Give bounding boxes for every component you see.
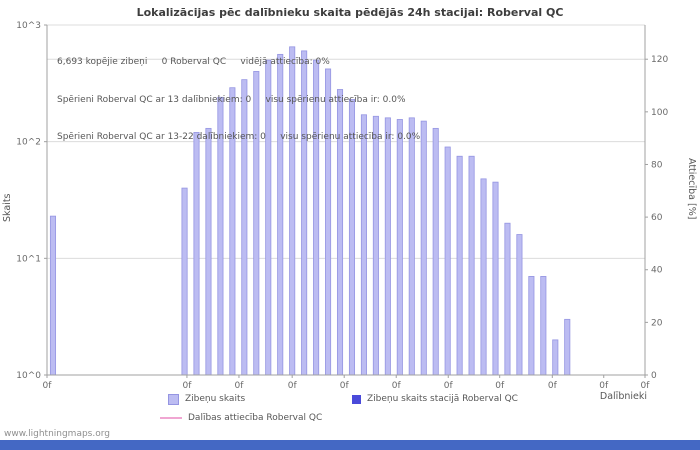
left-tick-label: 10^0: [16, 371, 41, 381]
histogram-bar: [540, 276, 547, 376]
x-tick-label: 0f: [288, 381, 298, 391]
x-tick-label: 0f: [340, 381, 350, 391]
histogram-bar: [552, 339, 559, 376]
legend-label-ratio: Dalības attiecība Roberval QC: [188, 413, 323, 423]
histogram-bar: [564, 318, 571, 376]
left-tick-label: 10^2: [16, 138, 41, 148]
legend-item-ratio: Dalības attiecība Roberval QC: [160, 412, 322, 424]
histogram-bar: [49, 215, 57, 376]
x-tick-label: 0f: [392, 381, 402, 391]
legend-label-station-flash-count: Zibeņu skaits stacijā Roberval QC: [367, 394, 518, 404]
histogram-bar: [528, 276, 535, 376]
x-axis-title: Dalībnieki: [599, 391, 647, 402]
histogram-bar: [456, 155, 463, 376]
right-tick-label: 80: [651, 160, 663, 170]
histogram-bar: [468, 155, 475, 376]
histogram-bar: [181, 187, 188, 376]
histogram-bar: [504, 222, 511, 376]
right-tick-label: 20: [651, 318, 663, 328]
histogram-bar: [492, 181, 499, 376]
x-tick-label: 0f: [548, 381, 558, 391]
right-axis-title: Attiecība [%]: [686, 158, 697, 220]
annotation-station-13-22: Spērieni Roberval QC ar 13-22 dalībnieki…: [57, 132, 421, 142]
x-tick-label: 0f: [182, 381, 192, 391]
ratio-line-swatch: [160, 417, 182, 419]
x-tick-label: 0f: [599, 381, 609, 391]
right-tick-label: 100: [651, 108, 668, 118]
x-tick-label: 0f: [444, 381, 454, 391]
right-tick-label: 40: [651, 266, 663, 276]
legend-item-flash-count: Zibeņu skaits: [168, 393, 245, 405]
right-tick-label: 120: [651, 55, 668, 65]
station-flash-count-swatch: [352, 394, 361, 404]
x-tick-label: 0f: [43, 381, 53, 391]
chart-annotations: 6,693 kopējie zibeņi 0 Roberval QC vidēj…: [57, 31, 420, 169]
annotation-station-13: Spērieni Roberval QC ar 13 dalībniekiem:…: [57, 94, 406, 105]
left-axis-title: Skaits: [2, 193, 13, 223]
annotation-totals: 6,693 kopējie zibeņi 0 Roberval QC vidēj…: [57, 57, 330, 67]
left-tick-label: 10^1: [16, 254, 41, 264]
x-tick-label: 0f: [495, 381, 505, 391]
flash-count-swatch: [168, 393, 179, 405]
histogram-bar: [480, 178, 487, 376]
histogram-bar: [432, 127, 439, 376]
legend-item-station-flash-count: Zibeņu skaits stacijā Roberval QC: [352, 393, 518, 405]
histogram-bar: [444, 146, 451, 376]
left-tick-label: 10^3: [16, 21, 41, 31]
right-tick-label: 0: [651, 371, 657, 381]
watermark-link[interactable]: www.lightningmaps.org: [4, 429, 110, 439]
legend-label-flash-count: Zibeņu skaits: [185, 394, 246, 404]
histogram-bar: [420, 120, 427, 376]
x-tick-label: 0f: [235, 381, 245, 391]
chart-title: Lokalizācijas pēc dalībnieku skaita pēdē…: [136, 6, 564, 19]
histogram-bar: [516, 234, 523, 376]
footer-bar: [0, 440, 700, 450]
x-tick-label: 0f: [641, 381, 651, 391]
right-tick-label: 60: [651, 213, 663, 223]
histogram-bar: [193, 132, 200, 376]
